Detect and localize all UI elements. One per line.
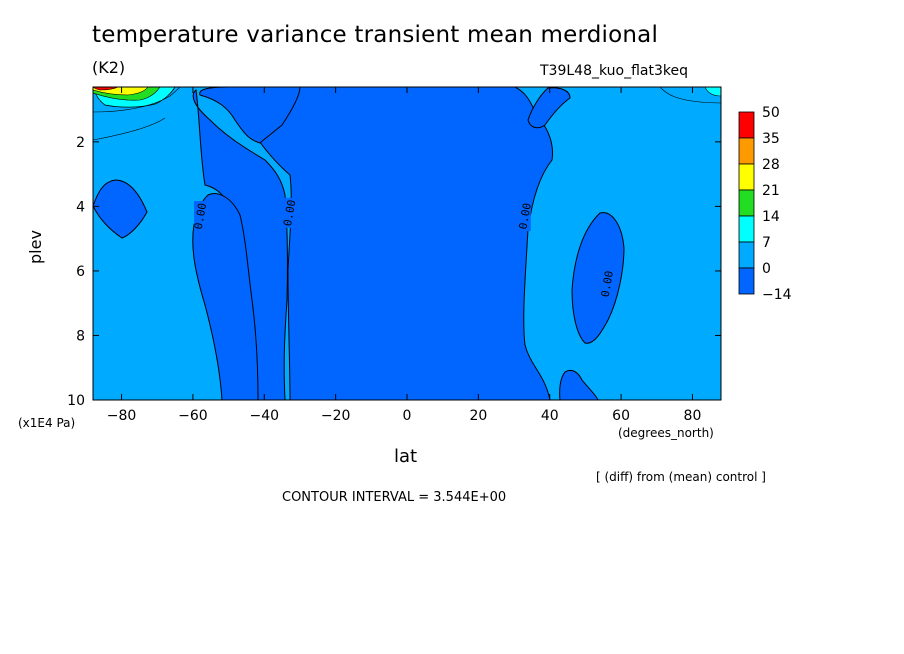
field-northern-oval bbox=[571, 212, 625, 344]
contour-interval: CONTOUR INTERVAL = 3.544E+00 bbox=[282, 490, 507, 505]
contour-label-bg bbox=[600, 268, 613, 299]
contour-label: 0.00 bbox=[517, 202, 534, 230]
colorbar-swatch bbox=[738, 111, 755, 139]
colorbar-swatch bbox=[738, 163, 755, 191]
colorbar-label: 14 bbox=[762, 209, 780, 225]
field-north-pole-contour bbox=[659, 87, 721, 104]
y-tick-label: 6 bbox=[76, 264, 85, 280]
field-far-south-patch bbox=[93, 179, 148, 239]
x-tick-label: 0 bbox=[403, 408, 412, 424]
field-south-pole-contour-2 bbox=[93, 117, 166, 141]
colorbar-label: 28 bbox=[762, 157, 780, 173]
colorbar-swatch bbox=[738, 189, 755, 217]
colorbar-label: 21 bbox=[762, 183, 780, 199]
run-label: T39L48_kuo_flat3keq bbox=[540, 63, 688, 79]
field-north-pole-warm bbox=[704, 87, 721, 97]
colorbar-swatch bbox=[738, 241, 755, 269]
x-tick-label: −40 bbox=[249, 408, 279, 424]
contour-label-bg bbox=[194, 201, 207, 232]
y-tick-label: 2 bbox=[76, 135, 85, 151]
contour-fields bbox=[93, 87, 721, 400]
x-tick-label: −80 bbox=[107, 408, 137, 424]
x-tick-label: 20 bbox=[469, 408, 487, 424]
contour-label-bg bbox=[518, 201, 531, 232]
y-axis-unit: (x1E4 Pa) bbox=[18, 416, 76, 430]
x-axis-label: lat bbox=[394, 446, 418, 467]
x-tick-label: 80 bbox=[684, 408, 702, 424]
field-north-right-lobe bbox=[527, 87, 571, 129]
colorbar-swatch bbox=[738, 267, 755, 295]
field-south-pole-red bbox=[93, 87, 119, 91]
x-tick-label: 40 bbox=[541, 408, 559, 424]
x-axis-ticks: −80 −60 −40 −20 0 20 40 60 80 bbox=[107, 87, 702, 424]
y-tick-label: 8 bbox=[76, 328, 85, 344]
x-tick-label: −60 bbox=[178, 408, 208, 424]
field-north-bottom-patch bbox=[559, 369, 599, 400]
x-tick-label: −20 bbox=[321, 408, 351, 424]
colorbar-label: 35 bbox=[762, 131, 780, 147]
colorbar-swatch bbox=[738, 137, 755, 165]
chart-units: (K2) bbox=[92, 58, 126, 77]
colorbar-label: 7 bbox=[762, 235, 771, 251]
contour-labels: 0.00 0.00 0.00 0.00 bbox=[192, 197, 616, 299]
colorbar-label: −14 bbox=[762, 287, 792, 303]
colorbar-label: 50 bbox=[762, 105, 780, 121]
field-central-negative bbox=[241, 87, 554, 400]
x-axis-unit: (degrees_north) bbox=[618, 426, 714, 440]
contour-label: 0.00 bbox=[599, 270, 616, 298]
contour-label: 0.00 bbox=[192, 202, 209, 230]
y-tick-label: 4 bbox=[76, 199, 85, 215]
colorbar-swatch bbox=[738, 215, 755, 243]
chart-title: temperature variance transient mean merd… bbox=[92, 22, 659, 48]
y-axis-ticks: 2 4 6 8 10 bbox=[67, 135, 721, 409]
contour-label-bg bbox=[283, 197, 296, 228]
colorbar: 50 35 28 21 14 7 0 −14 bbox=[738, 105, 792, 303]
contour-label: 0.00 bbox=[281, 199, 298, 227]
colorbar-label: 0 bbox=[762, 261, 771, 277]
field-south-pole-contour-1 bbox=[93, 87, 181, 113]
y-tick-label: 10 bbox=[67, 393, 85, 409]
x-tick-label: 60 bbox=[612, 408, 630, 424]
diff-note: [ (diff) from (mean) control ] bbox=[596, 470, 766, 484]
field-north-lobe bbox=[199, 87, 301, 144]
field-southern-lobe bbox=[192, 193, 259, 400]
